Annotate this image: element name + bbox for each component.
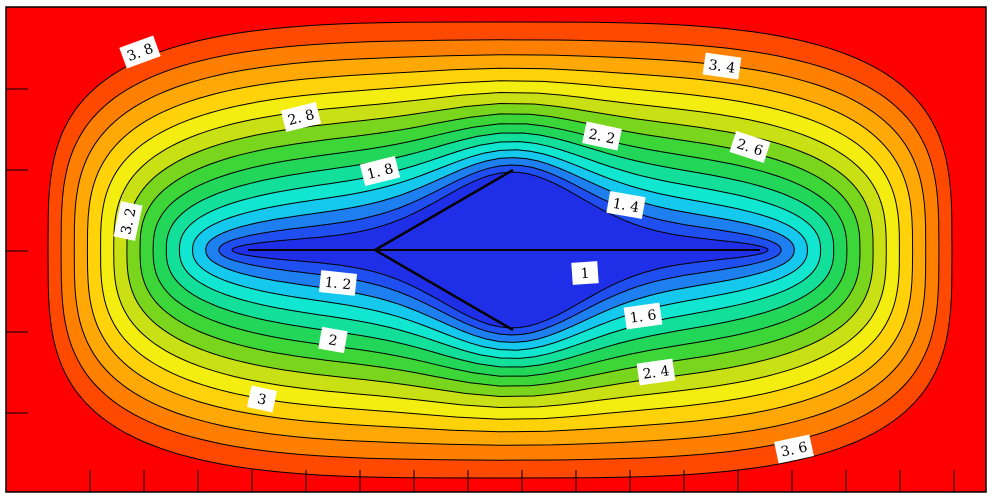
contour-label: 2. 8 [280, 101, 322, 133]
contour-label-box [318, 326, 348, 354]
contour-label: 1. 2 [318, 270, 358, 296]
contour-line [218, 164, 782, 336]
contour-label-box [623, 302, 663, 330]
contour-label: 2. 4 [636, 358, 676, 386]
contour-label-box [636, 358, 676, 386]
contour-label: 1. 6 [623, 302, 663, 330]
contour-label-box [702, 52, 742, 80]
contour-line [165, 132, 835, 368]
contour-label-text: 3 [256, 391, 268, 409]
contour-label: 1. 4 [606, 191, 646, 219]
contour-line [47, 21, 953, 479]
contour-bands [48, 22, 952, 478]
contour-label-box [729, 130, 771, 164]
contour-line [73, 54, 927, 446]
contour-label: 2 [318, 326, 348, 354]
contour-label: 2. 6 [729, 130, 771, 164]
contour-label-box [774, 434, 814, 464]
contour-label: 3. 2 [113, 201, 143, 241]
contour-label-text: 2. 8 [286, 107, 316, 129]
contour-line [152, 123, 848, 377]
inner-shape [248, 168, 760, 332]
contour-label-text: 1. 6 [629, 307, 658, 327]
contour-line [205, 157, 795, 343]
contour-label: 2. 2 [582, 121, 622, 151]
contour-line [192, 149, 808, 351]
contour-line [231, 171, 769, 329]
contour-label-text: 2. 4 [642, 363, 671, 383]
lower-diagonal [374, 248, 514, 332]
contour-label-box [246, 385, 278, 413]
contour-lines [47, 21, 953, 479]
axis-ticks [6, 88, 955, 492]
contour-label-box [571, 261, 599, 285]
contour-line [100, 80, 900, 420]
contour-label-text: 1. 2 [324, 275, 352, 294]
contour-label-text: 3. 6 [779, 439, 809, 460]
contour-label-text: 1 [580, 266, 590, 283]
upper-diagonal [374, 168, 514, 252]
contour-label-box [606, 191, 646, 219]
contour-line [113, 91, 887, 409]
contour-label: 3 [246, 385, 278, 413]
contour-label-text: 1. 4 [611, 196, 640, 216]
contour-label-text: 2. 2 [587, 126, 616, 147]
contour-label-box [119, 35, 161, 69]
contour-label-box [280, 101, 322, 133]
contour-label: 3. 6 [774, 434, 814, 464]
contour-label-box [113, 201, 143, 241]
contour-label-text: 1. 8 [365, 161, 395, 183]
contour-label-box [359, 155, 401, 187]
contour-label: 1. 8 [359, 155, 401, 187]
contour-label-text: 3. 2 [118, 206, 139, 235]
contour-line [178, 141, 822, 359]
contour-label-text: 2 [327, 332, 339, 349]
contour-label-box [318, 270, 358, 296]
contour-label: 1 [571, 261, 599, 285]
contour-label-text: 3. 4 [708, 57, 737, 77]
contour-label-text: 2. 6 [735, 136, 765, 160]
contour-label-box [582, 121, 622, 151]
plot-frame [5, 6, 987, 493]
contour-label: 3. 4 [702, 52, 742, 80]
contour-line [139, 113, 861, 387]
contour-line [126, 102, 874, 398]
contour-line [86, 67, 914, 433]
